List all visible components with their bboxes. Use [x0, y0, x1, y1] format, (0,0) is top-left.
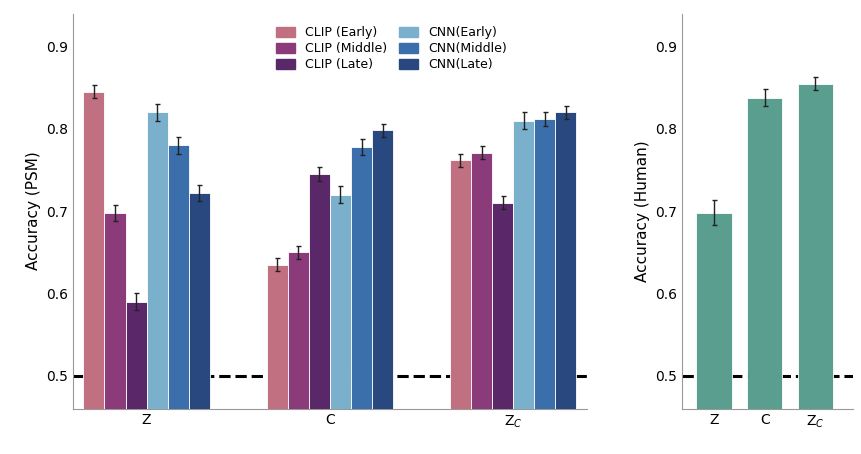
Bar — [266, 265, 288, 454]
Bar — [126, 301, 146, 454]
Bar — [104, 213, 126, 454]
Bar — [696, 213, 731, 454]
Bar — [492, 203, 512, 454]
Bar — [330, 195, 350, 454]
Bar — [470, 153, 492, 454]
Bar — [449, 160, 470, 454]
Bar — [146, 113, 168, 454]
Bar — [796, 84, 832, 454]
Y-axis label: Accuracy (PSM): Accuracy (PSM) — [26, 152, 40, 271]
Bar — [189, 193, 209, 454]
Bar — [308, 174, 330, 454]
Bar — [372, 130, 393, 454]
Bar — [512, 121, 534, 454]
Bar — [288, 252, 308, 454]
Bar — [554, 113, 576, 454]
Y-axis label: Accuracy (Human): Accuracy (Human) — [635, 140, 649, 282]
Legend: CLIP (Early), CLIP (Middle), CLIP (Late), CNN(Early), CNN(Middle), CNN(Late): CLIP (Early), CLIP (Middle), CLIP (Late)… — [269, 20, 512, 78]
Bar — [350, 147, 372, 454]
Bar — [534, 119, 554, 454]
Bar — [84, 92, 104, 454]
Bar — [168, 145, 189, 454]
Bar — [746, 98, 782, 454]
